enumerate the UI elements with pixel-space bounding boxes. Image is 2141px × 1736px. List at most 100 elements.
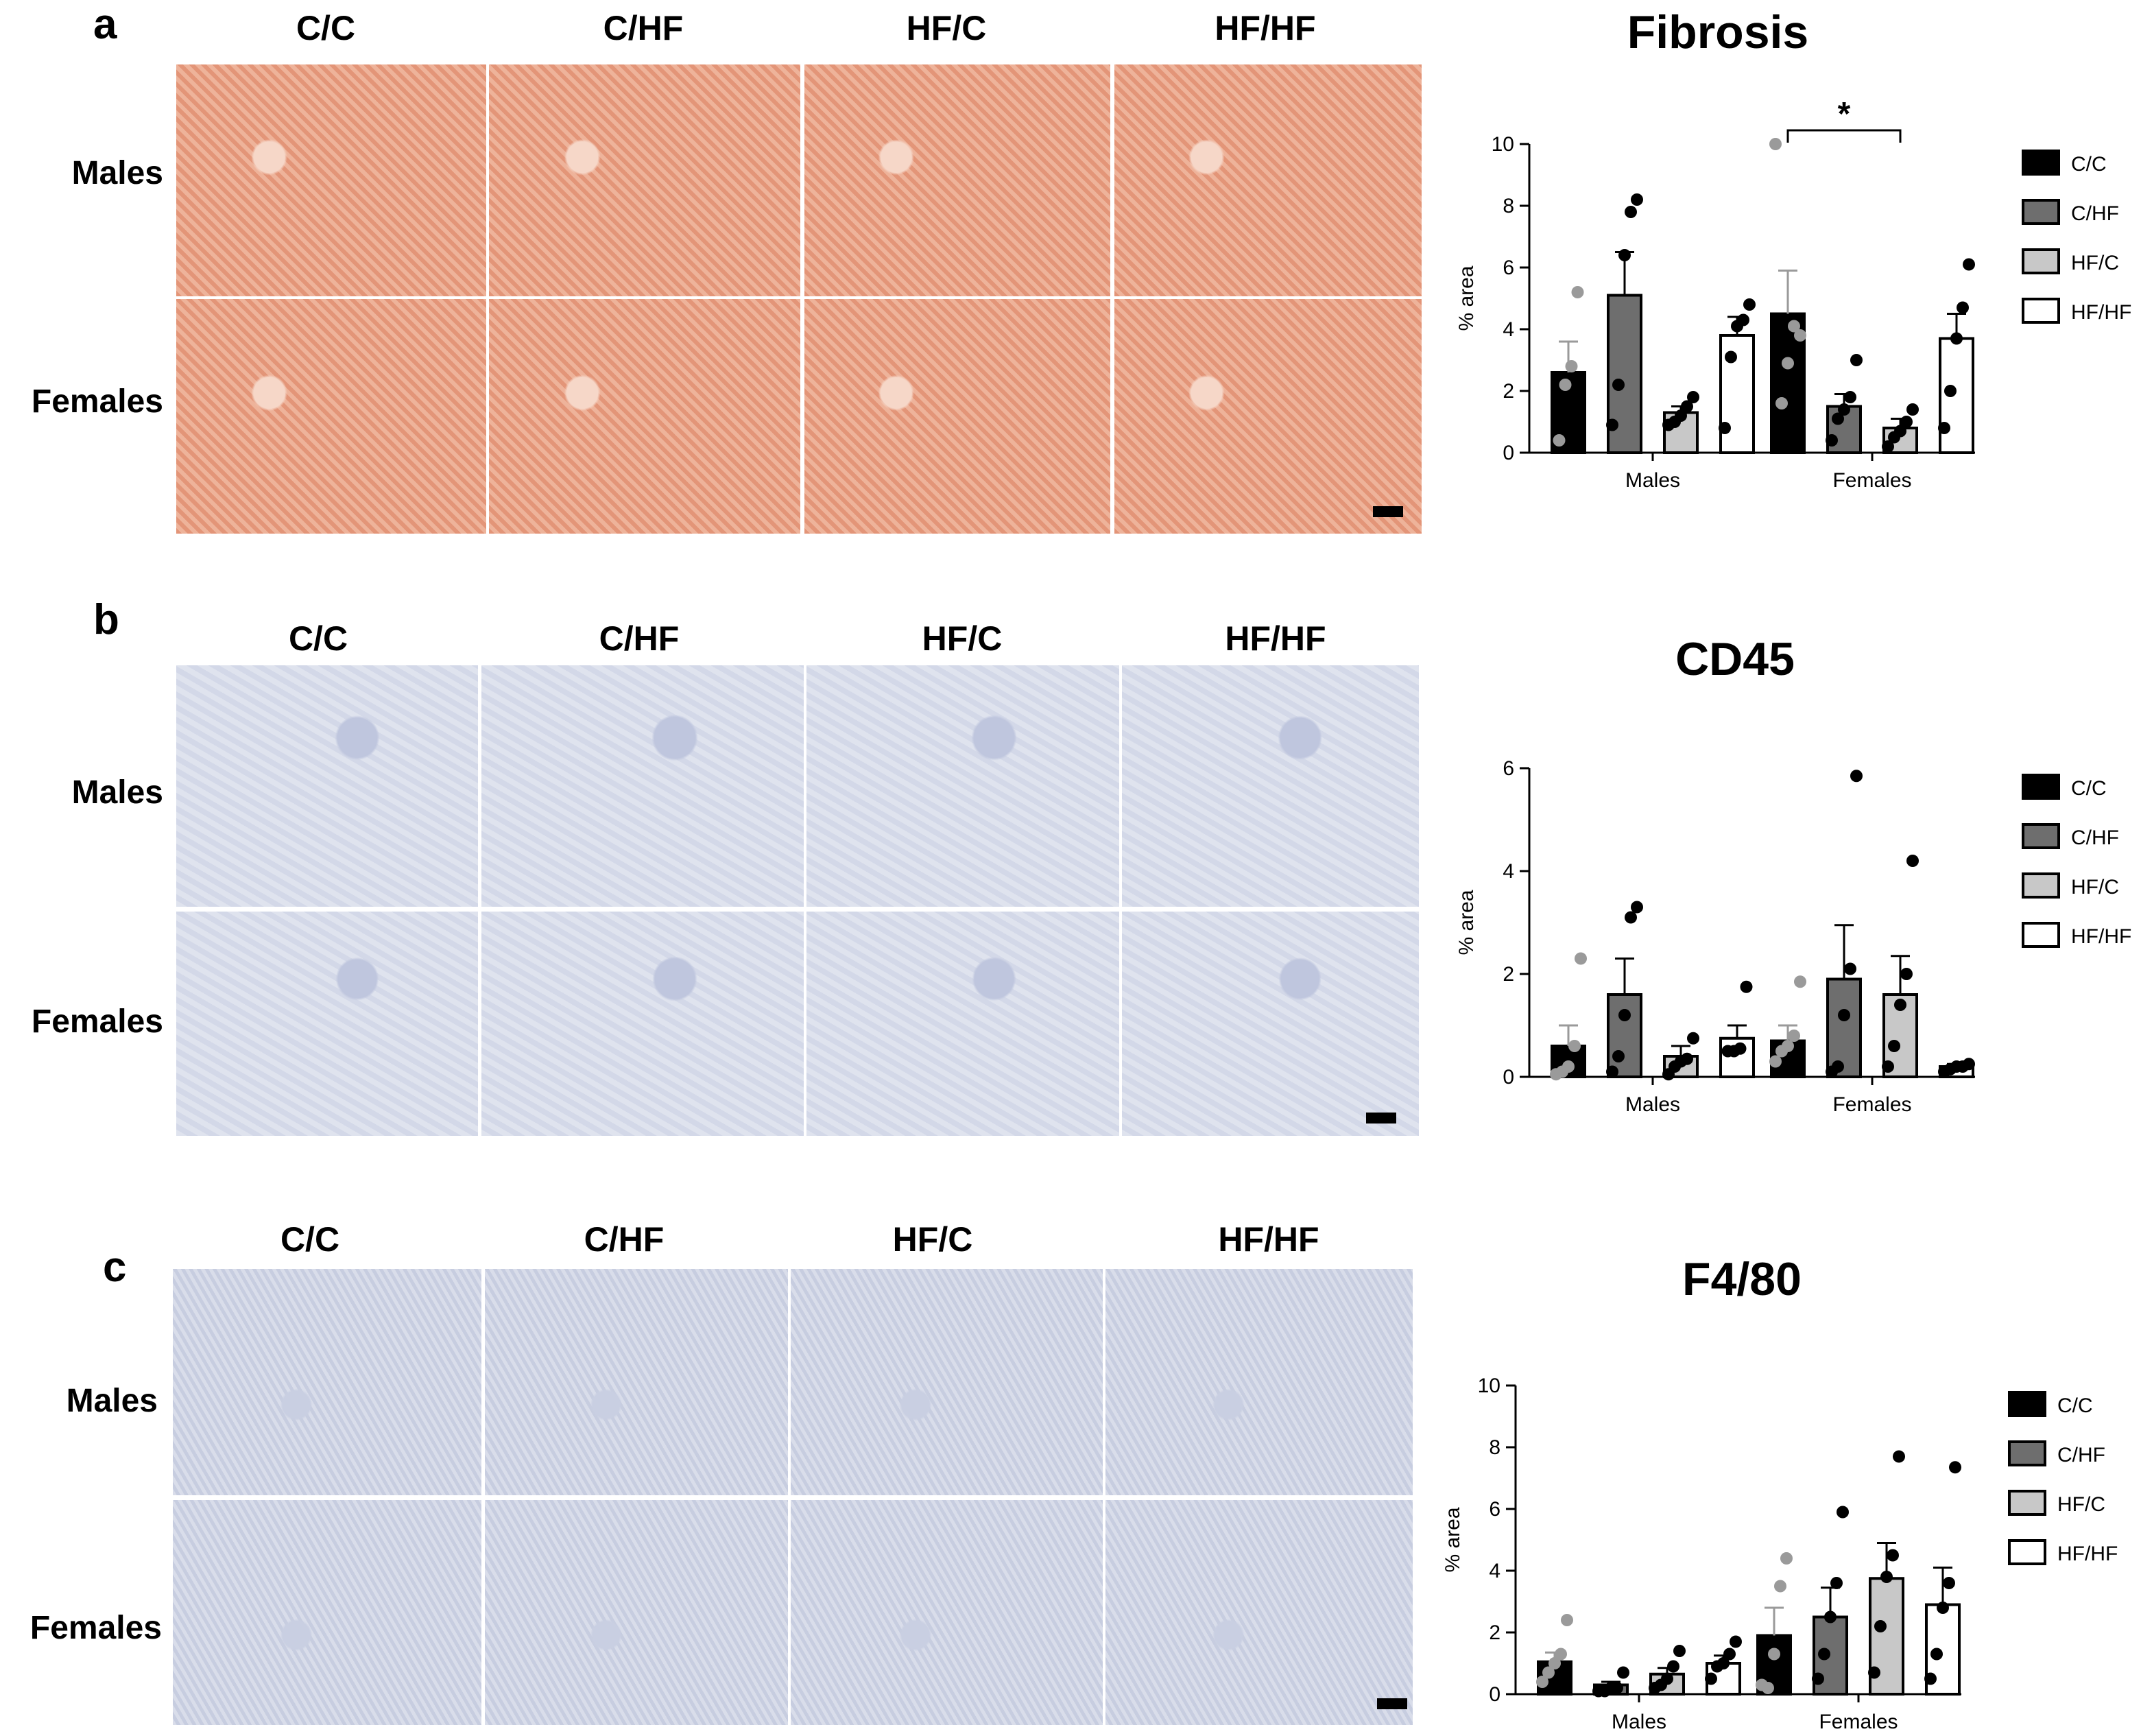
micrograph-males-hfc (804, 64, 1110, 296)
data-point (1774, 1580, 1786, 1593)
data-point (1769, 1055, 1782, 1068)
data-point (1794, 329, 1806, 342)
data-point (1730, 1635, 1742, 1648)
row-header-females: Females (31, 383, 163, 420)
legend-label: HF/C (2057, 1493, 2105, 1516)
y-tick-label: 0 (1489, 1683, 1500, 1706)
row-header-females: Females (31, 1003, 163, 1040)
significance-star: * (1838, 96, 1851, 132)
column-header-hfhf: HF/HF (1225, 619, 1326, 658)
micrograph-males-hfhf (1114, 64, 1422, 296)
data-point (1548, 1657, 1561, 1669)
panel-letter-a: a (93, 1, 117, 48)
chart-cd45: 0 2 4 6 % area Males Females C/C C/HF HF/C HF/HF (1455, 757, 2131, 1116)
micrograph-males-chf (485, 1269, 788, 1495)
legend-swatch (2008, 1440, 2046, 1466)
y-tick-label: 4 (1489, 1560, 1500, 1582)
data-point (1625, 911, 1637, 924)
data-point (1687, 391, 1699, 403)
data-point (1963, 258, 1975, 271)
data-point (1837, 1506, 1849, 1519)
column-header-hfhf: HF/HF (1218, 1220, 1319, 1259)
data-point (1888, 1040, 1900, 1052)
y-tick-label: 2 (1503, 963, 1514, 986)
scale-bar (1366, 1113, 1396, 1123)
data-point (1832, 412, 1844, 425)
data-point (1768, 1648, 1780, 1661)
micrograph-males-cc (173, 1269, 481, 1495)
data-point (1612, 1050, 1625, 1062)
micrograph-males-hfhf (1105, 1269, 1413, 1495)
micrograph-males-hfc (806, 665, 1119, 907)
row-header-males: Males (66, 1383, 158, 1419)
chart-fibrosis: 0 2 4 6 8 10 % area Males Females C/C C/HF HF/C HF/H… (1455, 96, 2131, 492)
legend-swatch (2022, 872, 2060, 899)
data-point (1924, 1672, 1937, 1685)
data-point (1553, 434, 1566, 447)
data-point (1681, 1052, 1693, 1065)
y-tick-label: 10 (1492, 133, 1514, 156)
data-point (1826, 434, 1838, 447)
column-header-cc: C/C (288, 619, 348, 658)
micrograph-females-chf (481, 912, 804, 1136)
data-point (1880, 1571, 1893, 1583)
data-point (1725, 350, 1737, 364)
data-point (1625, 206, 1637, 218)
micrograph-females-hfhf (1105, 1500, 1413, 1725)
micrograph-females-hfc (804, 299, 1110, 534)
data-point (1737, 313, 1749, 326)
legend-swatch (2022, 248, 2060, 274)
data-point (1571, 286, 1584, 298)
data-point (1930, 1648, 1943, 1661)
significance-bracket (1786, 129, 1902, 143)
data-point (1830, 1577, 1843, 1589)
data-point (1957, 301, 1969, 314)
data-point (1812, 1672, 1824, 1685)
data-point (1743, 298, 1756, 311)
legend-swatch (2022, 774, 2060, 800)
data-point (1618, 249, 1631, 261)
data-point (1762, 1682, 1774, 1694)
data-point (1565, 360, 1578, 372)
data-point (1788, 1030, 1800, 1042)
data-point (1844, 391, 1856, 403)
y-axis-label: % area (1442, 1507, 1464, 1572)
chart-title-cd45: CD45 (1675, 633, 1795, 685)
data-point (1882, 1060, 1894, 1073)
micrograph-females-hfhf (1122, 912, 1419, 1136)
data-point (1631, 901, 1643, 914)
row-header-females: Females (29, 1610, 162, 1646)
data-point (1838, 403, 1850, 416)
micrograph-males-cc (176, 665, 478, 907)
micrograph-females-chf (485, 1500, 788, 1725)
legend-label: C/HF (2071, 827, 2119, 849)
panel-letter-b: b (93, 596, 119, 643)
column-header-hfc: HF/C (922, 619, 1003, 658)
data-point (1542, 1666, 1555, 1679)
data-point (1782, 1040, 1794, 1052)
data-point (1536, 1676, 1548, 1688)
data-point (1562, 1060, 1575, 1073)
y-tick-label: 10 (1478, 1375, 1500, 1397)
legend-swatch (2022, 150, 2060, 176)
y-tick-label: 4 (1503, 318, 1514, 341)
micrograph-females-chf (489, 299, 800, 534)
data-point (1561, 1614, 1573, 1626)
data-point (1559, 379, 1572, 391)
legend-label: HF/HF (2071, 925, 2131, 948)
data-point (1555, 1648, 1567, 1661)
data-point (1887, 1549, 1899, 1562)
column-header-cc: C/C (280, 1220, 340, 1259)
micrograph-females-hfhf (1114, 299, 1422, 534)
data-point (1900, 416, 1913, 428)
data-point (1775, 397, 1788, 409)
data-point (1868, 1666, 1880, 1679)
row-header-males: Males (71, 774, 163, 811)
column-header-hfc: HF/C (906, 9, 987, 47)
data-point (1575, 952, 1587, 965)
chart-title-f480: F4/80 (1682, 1253, 1802, 1305)
data-point (1893, 1450, 1905, 1463)
data-point (1661, 1672, 1673, 1685)
bar (1607, 993, 1642, 1078)
data-point (1631, 193, 1643, 206)
